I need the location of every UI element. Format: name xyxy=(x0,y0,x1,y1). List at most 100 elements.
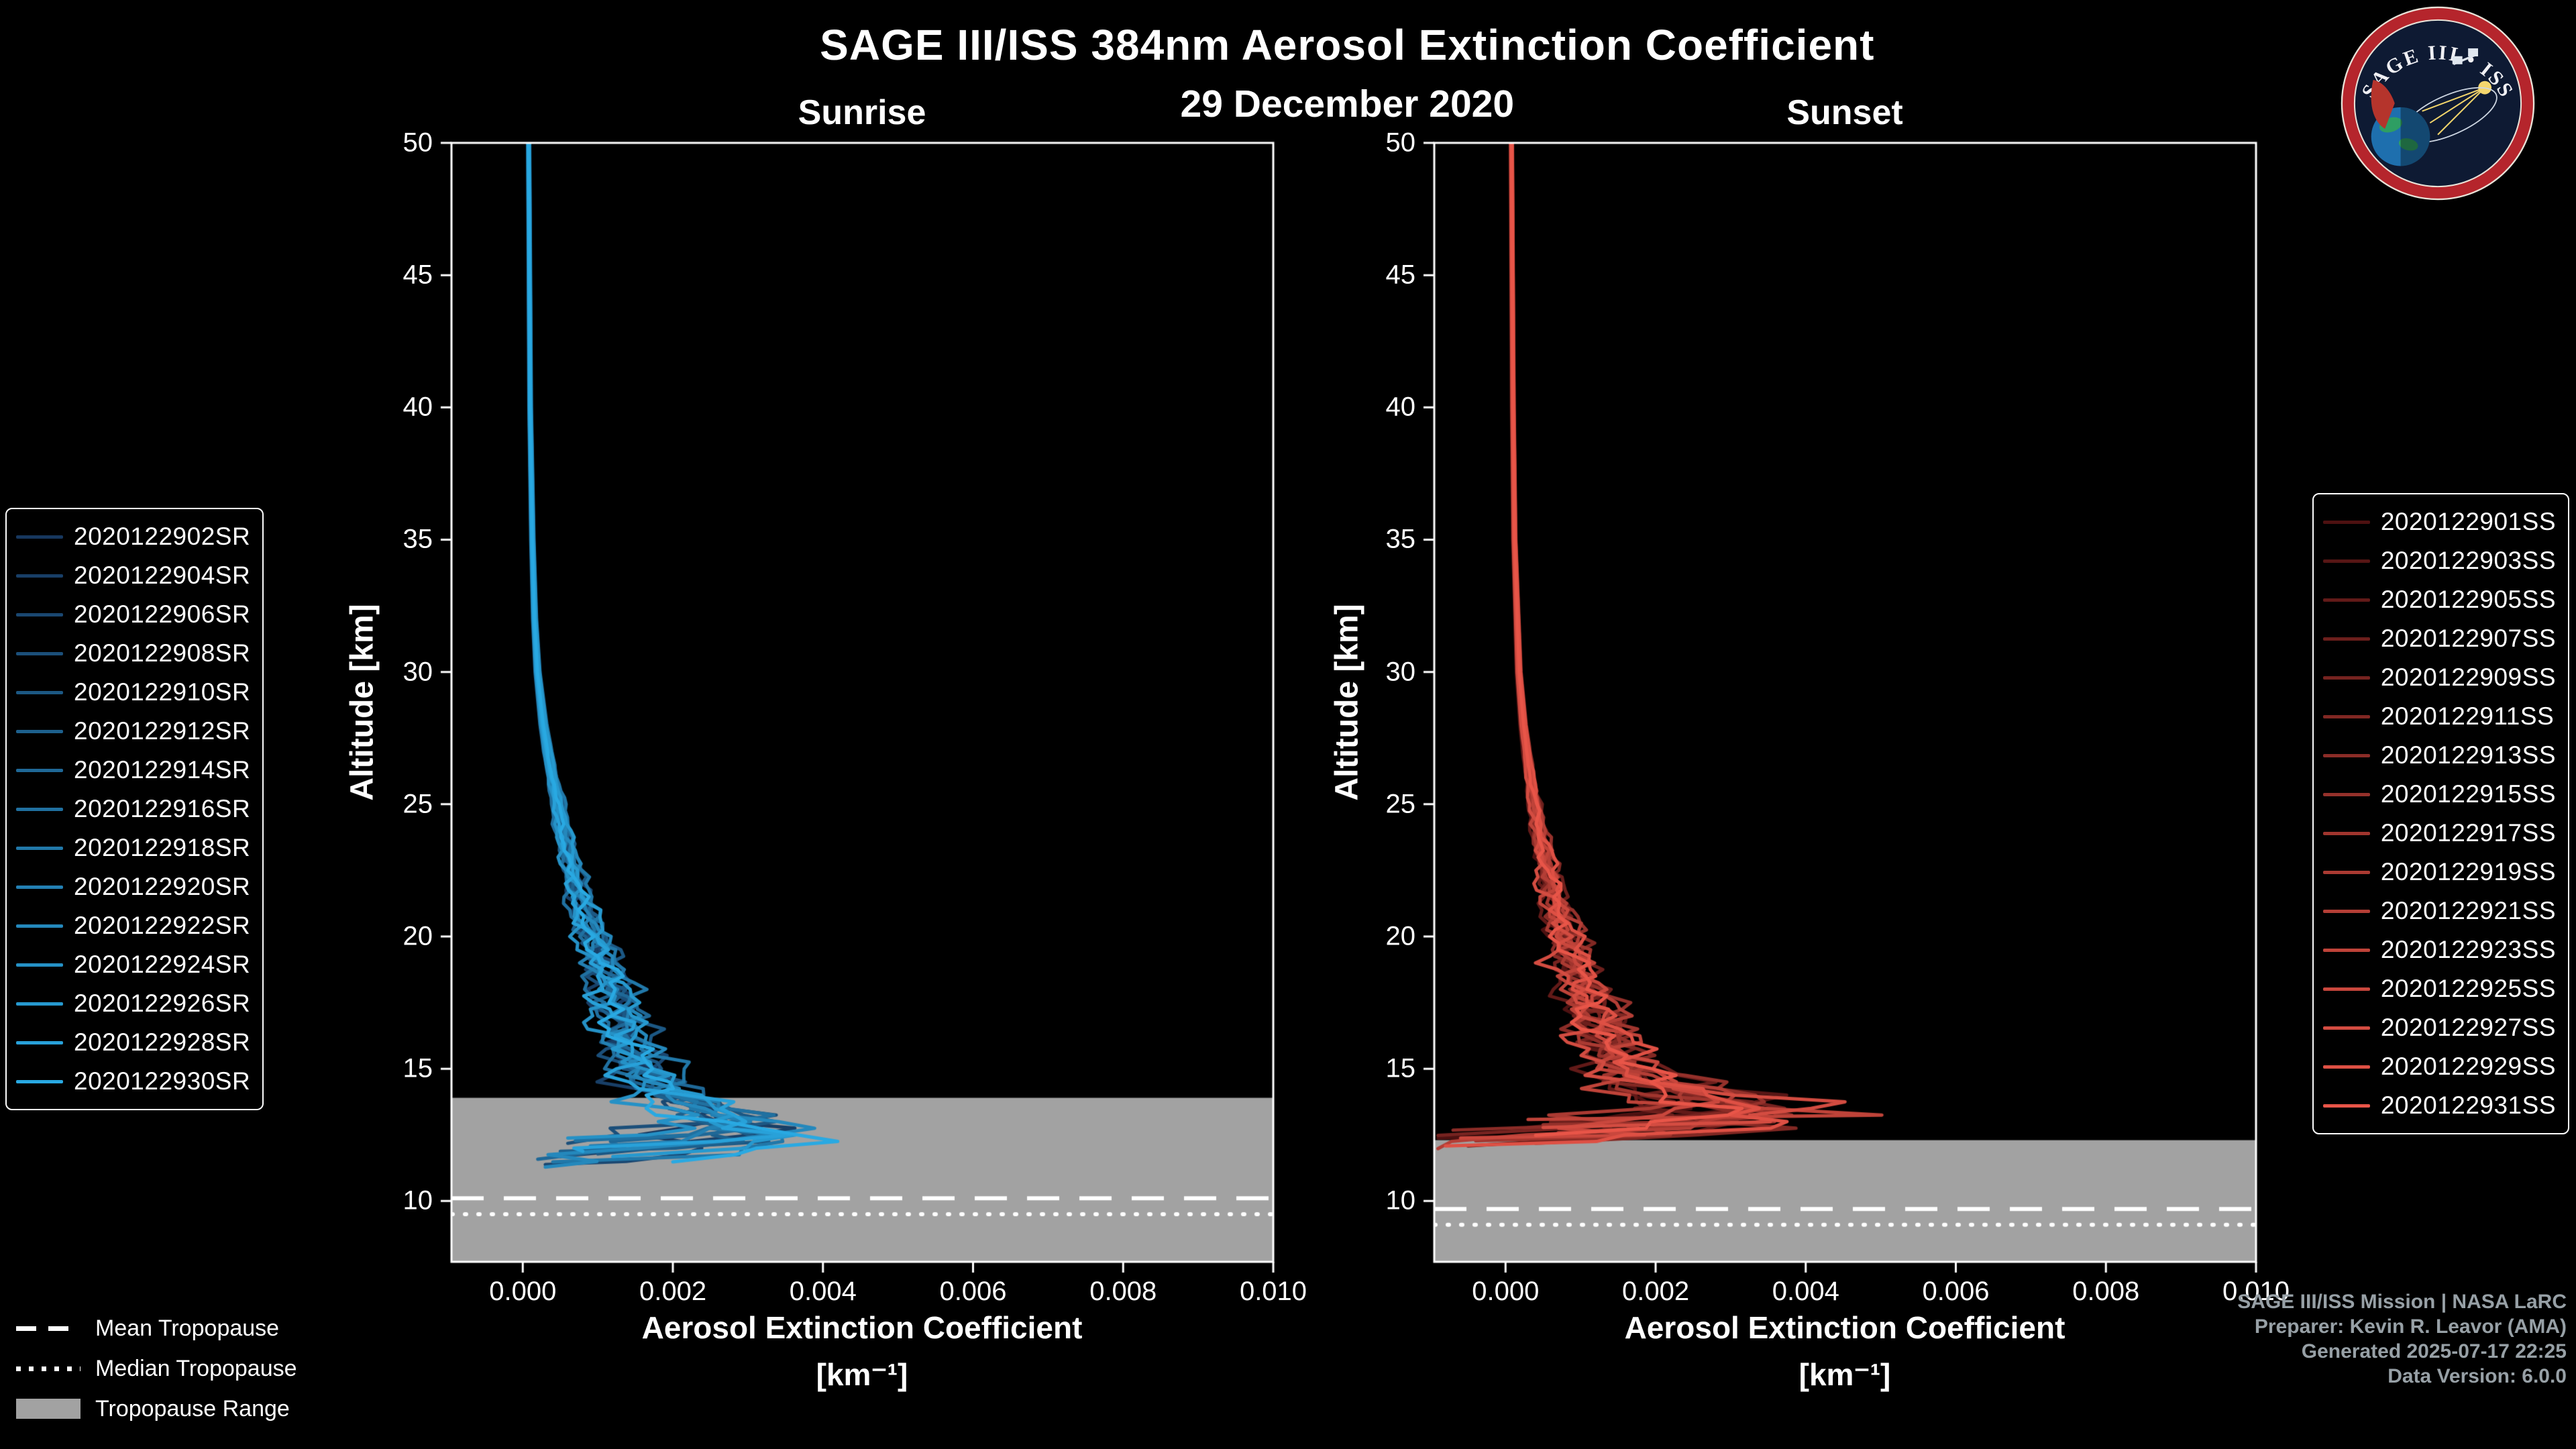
credits-block: SAGE III/ISS Mission | NASA LaRC Prepare… xyxy=(2237,1289,2567,1389)
legend-item-label: 2020122928SR xyxy=(74,1028,251,1056)
legend-item-label: 2020122924SR xyxy=(74,951,251,978)
y-tick-label: 45 xyxy=(1385,260,1416,290)
logo-sun-rays xyxy=(2422,87,2485,136)
median-tropopause-label: Median Tropopause xyxy=(95,1355,297,1381)
legend-line-swatch xyxy=(16,690,63,694)
legend-line-swatch xyxy=(16,574,63,578)
legend-line-swatch xyxy=(2322,831,2370,835)
logo-iss xyxy=(2452,48,2479,66)
y-tick-label: 40 xyxy=(1385,392,1416,422)
legend-line-swatch xyxy=(2322,637,2370,641)
x-tick-label: 0.004 xyxy=(1772,1277,1839,1306)
legend-line-swatch xyxy=(2322,1104,2370,1108)
legend-line-swatch xyxy=(16,885,63,889)
legend-item: 2020122905SS xyxy=(2322,580,2556,619)
legend-item: 2020122907SS xyxy=(2322,619,2556,658)
credits-line: SAGE III/ISS Mission | NASA LaRC xyxy=(2237,1291,2567,1313)
y-tick-label: 20 xyxy=(402,921,433,951)
legend-line-swatch xyxy=(16,807,63,811)
credits-line: Data Version: 6.0.0 xyxy=(2387,1365,2567,1387)
legend-item-label: 2020122918SR xyxy=(74,834,251,861)
credits-line: Preparer: Kevin R. Leavor (AMA) xyxy=(2254,1316,2567,1338)
x-axis-units-sunset: [km⁻¹] xyxy=(1799,1357,1891,1392)
legend-item: 2020122917SS xyxy=(2322,814,2556,853)
legend-item: 2020122915SS xyxy=(2322,775,2556,814)
legend-item: 2020122931SS xyxy=(2322,1086,2556,1125)
legend-line-swatch xyxy=(2322,792,2370,796)
legend-item: 2020122906SR xyxy=(16,595,250,634)
logo-earth-landmass xyxy=(2398,138,2418,151)
legend-line-swatch xyxy=(16,651,63,655)
x-tick-label: 0.002 xyxy=(1621,1277,1690,1306)
tropopause-range-label: Tropopause Range xyxy=(95,1395,290,1421)
legend-line-swatch xyxy=(2322,753,2370,757)
x-tick-label: 0.008 xyxy=(2072,1277,2140,1306)
y-tick-label: 25 xyxy=(1385,789,1416,819)
legend-item-label: 2020122911SS xyxy=(2380,702,2555,730)
logo-sage-figure xyxy=(2371,79,2395,129)
y-tick-label: 20 xyxy=(1385,921,1416,951)
tropopause-legend: Mean Tropopause Median Tropopause Tropop… xyxy=(16,1308,297,1429)
legend-line-swatch xyxy=(2322,598,2370,602)
legend-item: 2020122922SR xyxy=(16,906,250,945)
legend-item-label: 2020122914SR xyxy=(74,756,251,784)
legend-item-label: 2020122922SR xyxy=(74,912,251,939)
legend-item-label: 2020122904SR xyxy=(74,561,251,589)
y-tick-label: 10 xyxy=(1385,1185,1416,1216)
x-tick-label: 0.010 xyxy=(1239,1277,1307,1306)
legend-item-label: 2020122921SS xyxy=(2380,897,2556,924)
legend-line-swatch xyxy=(2322,1026,2370,1030)
legend-item: 2020122904SR xyxy=(16,556,250,595)
dotted-line-swatch xyxy=(16,1366,80,1371)
mean-tropopause-label: Mean Tropopause xyxy=(95,1315,280,1341)
legend-item: 2020122918SR xyxy=(16,828,250,867)
legend-item-label: 2020122927SS xyxy=(2380,1014,2556,1041)
legend-line-swatch xyxy=(16,963,63,967)
legend-item: 2020122909SS xyxy=(2322,658,2556,697)
sage-iss-logo-svg: SAGE III • ISS xyxy=(2341,6,2535,201)
legend-item: 2020122920SR xyxy=(16,867,250,906)
y-tick-label: 10 xyxy=(402,1185,433,1216)
legend-item-label: 2020122917SS xyxy=(2380,819,2556,847)
legend-item: 2020122921SS xyxy=(2322,892,2556,930)
legend-line-swatch xyxy=(2322,714,2370,718)
legend-item-label: 2020122906SR xyxy=(74,600,251,628)
legend-item-label: 2020122931SS xyxy=(2380,1091,2556,1119)
legend-item-label: 2020122926SR xyxy=(74,989,251,1017)
credits-line: Generated 2025-07-17 22:25 xyxy=(2301,1340,2567,1362)
x-tick-label: 0.000 xyxy=(1472,1277,1540,1306)
y-tick-label: 50 xyxy=(1385,127,1416,158)
x-tick-label: 0.008 xyxy=(1089,1277,1157,1306)
figure-date: 29 December 2020 xyxy=(1180,83,1515,125)
y-tick-label: 35 xyxy=(402,524,433,554)
y-tick-label: 30 xyxy=(1385,657,1416,687)
y-tick-label: 15 xyxy=(1385,1053,1416,1083)
y-tick-label: 40 xyxy=(402,392,433,422)
legend-item: 2020122912SR xyxy=(16,712,250,751)
legend-line-swatch xyxy=(16,729,63,733)
legend-item: 2020122908SR xyxy=(16,634,250,673)
legend-item: 2020122925SS xyxy=(2322,969,2556,1008)
logo-earth-shadow xyxy=(2400,107,2430,166)
dashed-line-swatch xyxy=(16,1326,80,1331)
legend-item: 2020122919SS xyxy=(2322,853,2556,892)
legend-line-swatch xyxy=(16,846,63,850)
legend-item-label: 2020122916SR xyxy=(74,795,251,822)
legend-item: 2020122923SS xyxy=(2322,930,2556,969)
x-tick-label: 0.000 xyxy=(489,1277,557,1306)
legend-line-swatch xyxy=(2322,909,2370,913)
legend-item-label: 2020122929SS xyxy=(2380,1053,2556,1080)
legend-line-swatch xyxy=(16,612,63,616)
legend-item-label: 2020122920SR xyxy=(74,873,251,900)
legend-line-swatch xyxy=(16,924,63,928)
legend-line-swatch xyxy=(2322,1065,2370,1069)
x-tick-label: 0.002 xyxy=(639,1277,707,1306)
legend-item: 2020122924SR xyxy=(16,945,250,984)
legend-line-swatch xyxy=(2322,870,2370,874)
y-tick-label: 25 xyxy=(402,789,433,819)
legend-item-label: 2020122930SR xyxy=(74,1067,251,1095)
legend-line-swatch xyxy=(2322,948,2370,952)
legend-line-swatch xyxy=(2322,559,2370,563)
legend-item-label: 2020122913SS xyxy=(2380,741,2556,769)
